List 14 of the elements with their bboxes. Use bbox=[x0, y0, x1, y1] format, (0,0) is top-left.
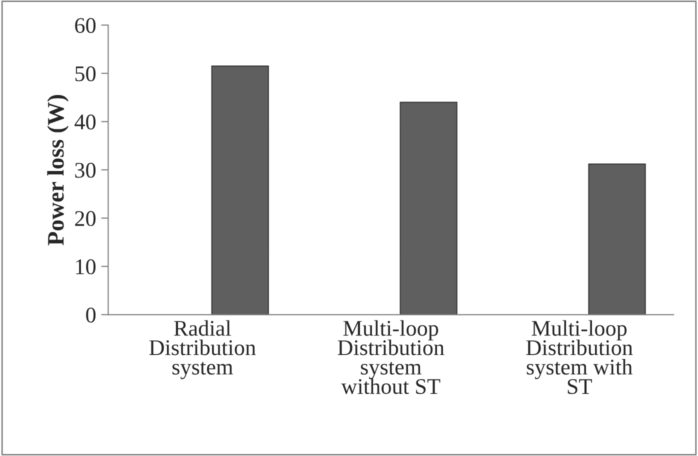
x-tick-label: Radial Distribution system bbox=[149, 320, 256, 380]
y-tick-label: 0 bbox=[86, 308, 96, 323]
bar bbox=[211, 66, 269, 315]
y-tick-label: 30 bbox=[75, 162, 96, 178]
y-tick-label: 20 bbox=[75, 211, 96, 226]
bar bbox=[588, 164, 646, 315]
y-tick-label: 60 bbox=[75, 18, 96, 34]
x-tick-label: Multi-loop Distribution system with ST bbox=[526, 320, 633, 394]
bar bbox=[400, 102, 458, 315]
x-tick-label: Multi-loop Distribution system without ST bbox=[338, 320, 444, 394]
y-axis-title: Power loss (W) bbox=[47, 95, 69, 246]
y-tick-label: 40 bbox=[74, 114, 96, 130]
y-tick-label: 50 bbox=[75, 66, 96, 82]
y-tick-label: 10 bbox=[76, 259, 96, 274]
